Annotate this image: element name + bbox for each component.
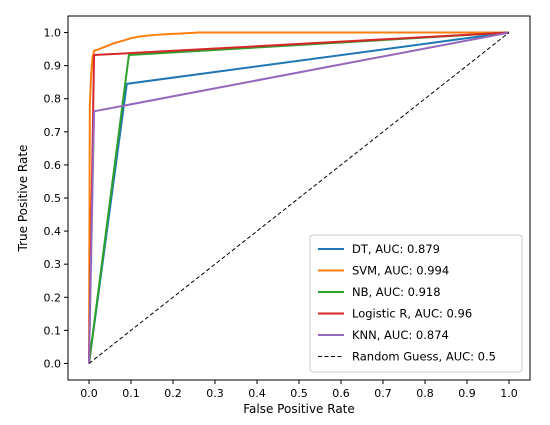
- series-layer: [88, 31, 510, 364]
- x-tick-label: 0.8: [416, 387, 434, 400]
- y-axis-label: True Positive Rate: [16, 145, 30, 253]
- y-axis-ticks: 0.0 0.1 0.2 0.3 0.4 0.5 0.6 0.7 0.8 0.9 1.0: [44, 27, 68, 370]
- y-tick-label: 0.4: [44, 225, 62, 238]
- legend-label: KNN, AUC: 0.874: [352, 328, 449, 342]
- y-tick-label: 0.2: [44, 291, 62, 304]
- y-tick-label: 0.6: [44, 159, 62, 172]
- series-line-6: [88, 32, 510, 364]
- y-tick-label: 0.8: [44, 93, 62, 106]
- legend-label: SVM, AUC: 0.994: [352, 264, 449, 278]
- legend-label: Logistic R, AUC: 0.96: [352, 307, 472, 321]
- legend-label: NB, AUC: 0.918: [352, 285, 441, 299]
- x-tick-label: 0.6: [332, 387, 350, 400]
- x-tick-label: 0.9: [458, 387, 476, 400]
- series-line-2: [88, 31, 509, 364]
- y-tick-label: 1.0: [44, 27, 62, 40]
- y-tick-label: 0.0: [44, 357, 62, 370]
- legend-label: Random Guess, AUC: 0.5: [352, 350, 496, 364]
- y-tick-label: 0.5: [44, 192, 62, 205]
- x-axis-label: False Positive Rate: [243, 402, 355, 416]
- y-tick-label: 0.7: [44, 126, 62, 139]
- legend-box: [309, 234, 523, 373]
- x-tick-label: 0.5: [290, 387, 308, 400]
- x-axis-ticks: 0.0 0.1 0.2 0.3 0.4 0.5 0.6 0.7 0.8 0.9 1.0: [80, 380, 518, 400]
- y-tick-label: 0.9: [44, 60, 62, 73]
- x-tick-label: 0.2: [164, 387, 182, 400]
- x-tick-label: 0.4: [248, 387, 266, 400]
- series-line-5: [88, 31, 510, 364]
- x-tick-label: 0.0: [80, 387, 98, 400]
- y-tick-label: 0.1: [44, 324, 62, 337]
- y-tick-label: 0.3: [44, 258, 62, 271]
- x-tick-label: 0.1: [122, 387, 140, 400]
- x-tick-label: 0.7: [374, 387, 392, 400]
- x-tick-label: 0.3: [206, 387, 224, 400]
- legend: DT, AUC: 0.879 SVM, AUC: 0.994 NB, AUC: 0.…: [309, 234, 523, 373]
- x-tick-label: 1.0: [500, 387, 518, 400]
- legend-label: DT, AUC: 0.879: [352, 242, 440, 256]
